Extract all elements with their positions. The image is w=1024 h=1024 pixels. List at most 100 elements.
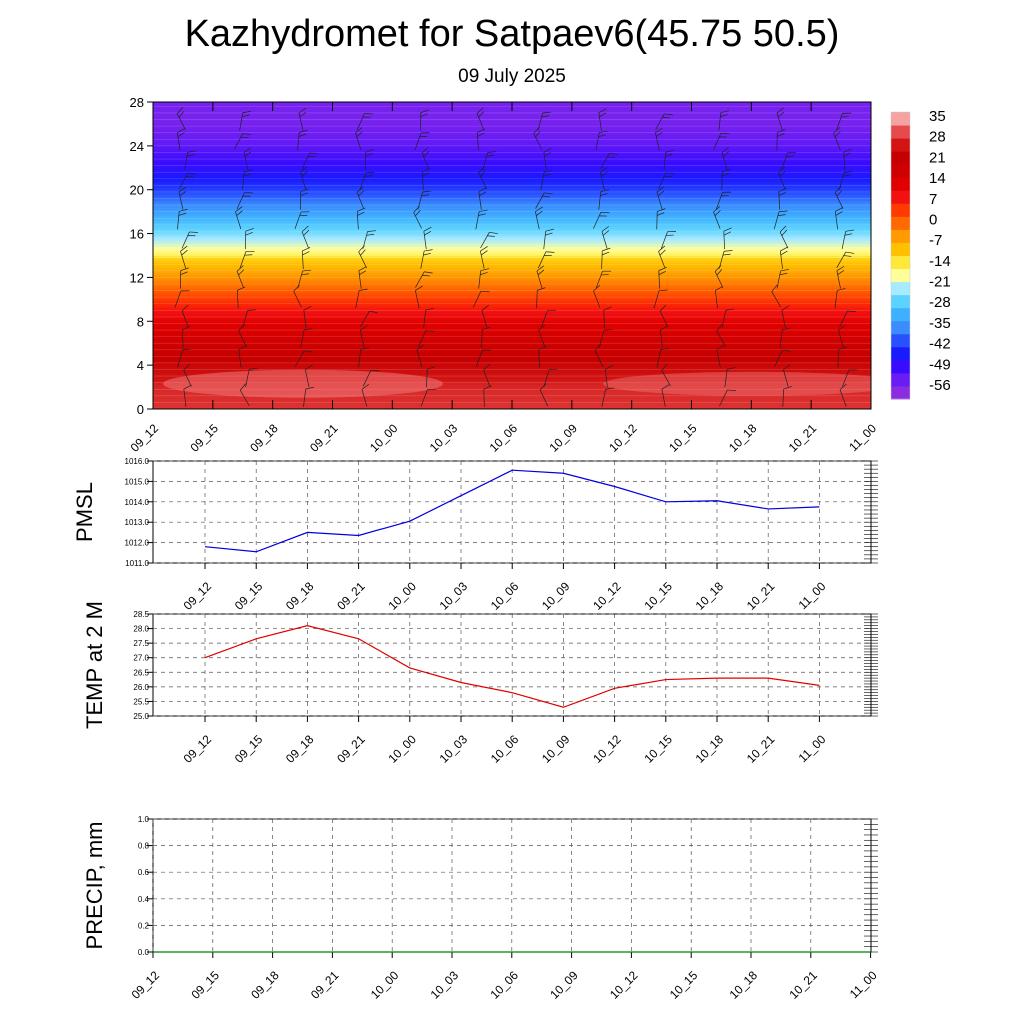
wind-barb-flag [659,289,668,292]
heatmap-band [153,187,871,191]
wind-barb [593,211,610,229]
wind-barb-flag [599,215,607,217]
wind-barb [601,387,615,407]
wind-barb-flag [660,325,669,331]
wind-barb [721,168,731,190]
y-tick-label: 27.5 [133,639,149,648]
wind-barb-flag [771,284,778,292]
colorbar-label: 14 [929,170,946,187]
x-tick-label: 09_18 [247,421,281,455]
wind-barb-staff [236,192,245,210]
wind-barb-flag [356,131,363,137]
x-tick-label: 09_15 [232,732,266,766]
wind-barb-staff [718,251,725,269]
wind-barb-flag [176,107,184,114]
y-tick-label: 12 [130,270,144,285]
heatmap-band [153,325,871,329]
wind-barb-flag [420,109,429,114]
x-tick-label: 10_21 [786,421,820,455]
y-tick-label: 27.0 [133,654,149,663]
wind-barb-flag [665,153,673,157]
heatmap-band [153,213,871,217]
wind-barb [420,389,437,407]
wind-barb-flag [593,285,601,292]
colorbar-swatch [891,125,910,139]
wind-barb-flag [544,192,553,195]
wind-barb-flag [716,344,725,351]
wind-barb-flag [483,385,492,390]
wind-barb-staff [836,251,847,268]
wind-barb [653,289,668,309]
wind-barb [423,226,432,250]
heatmap-band [153,134,871,138]
heatmap-band [153,217,871,221]
wind-barb-staff [233,133,244,150]
wind-barb [365,148,374,171]
wind-barb-flag [662,116,670,119]
wind-barb [362,369,380,387]
heatmap-band [153,242,871,245]
heatmap-band [153,386,871,390]
wind-barb [245,227,254,250]
wind-barb-flag [605,365,614,370]
wind-barb [600,167,608,190]
heatmap-band [153,246,871,250]
heatmap-band [153,259,871,263]
wind-barb-flag [776,107,784,114]
wind-barb-flag [545,232,553,236]
colorbar-swatch [891,372,910,387]
y-tick-label: 25.5 [133,697,149,706]
wind-barb [658,266,667,289]
heatmap-band [153,182,871,186]
y-tick-label: 1.0 [138,815,150,824]
wind-barb-staff [538,330,546,348]
wind-barb [233,133,252,150]
wind-barb-flag [727,367,736,370]
wind-barb [475,349,492,368]
wind-barb-flag [305,386,315,390]
wind-barb [600,152,618,170]
heatmap-band [153,329,871,333]
y-tick-label: 1015.0 [125,477,150,486]
heatmap-band [153,117,871,120]
wind-barb-staff [659,310,669,328]
colorbar-label: 7 [929,191,937,208]
heatmap-band [153,345,871,348]
x-tick-label: 10_15 [641,579,675,613]
wind-barb-flag [848,369,858,371]
x-tick-label: 10_21 [744,579,778,613]
wind-barb-flag [535,130,541,138]
wind-barb-staff [239,251,247,269]
warm-core [163,369,443,398]
wind-barb-staff [535,211,540,230]
heatmap-band [153,136,871,140]
wind-barb-flag [359,288,368,291]
heatmap-band [153,320,871,324]
heatmap-band [153,171,871,175]
wind-barb [834,207,844,230]
x-tick-label: 11_00 [796,579,829,612]
wind-barb-staff [774,350,783,367]
colorbar-swatch [891,268,910,283]
wind-barb [721,147,730,170]
wind-barb [716,324,726,347]
wind-barb [481,305,489,328]
wind-barb [836,112,852,131]
wind-barb-flag [780,246,789,252]
wind-barb-staff [714,290,718,309]
x-tick-label: 09_12 [129,968,163,1002]
wind-barb [236,192,253,210]
x-tick-label: 10_00 [385,579,419,613]
x-tick-label: 09_15 [188,968,222,1002]
wind-barb-staff [236,290,239,309]
wind-barb [540,170,553,190]
heatmap-band [153,327,871,331]
wind-barb [177,208,188,230]
wind-barb-staff [301,250,304,269]
x-tick-label: 09_18 [283,579,317,613]
wind-barb-flag [187,150,197,153]
wind-barb-flag [367,230,377,232]
wind-barb-flag [304,328,313,331]
wind-barb [716,191,732,210]
x-tick-label: 09_21 [334,732,368,766]
